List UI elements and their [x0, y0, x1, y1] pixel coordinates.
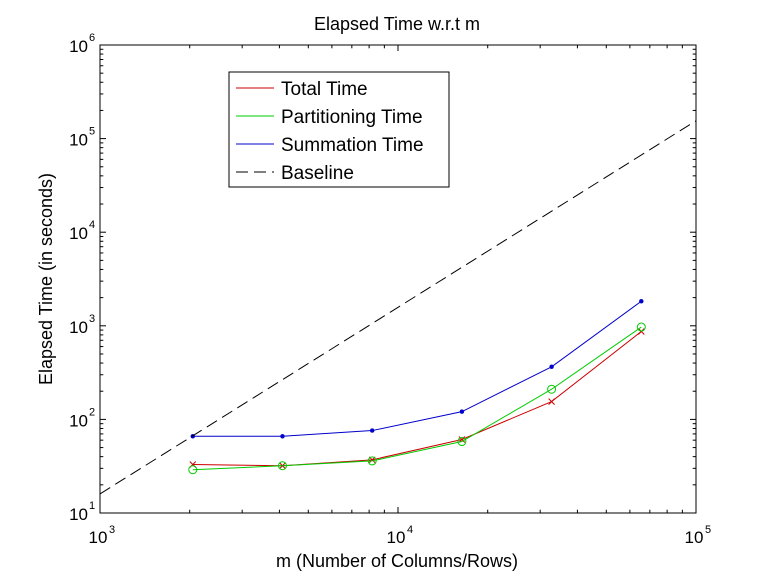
y-axis-label: Elapsed Time (in seconds) — [36, 173, 56, 385]
x-axis-label: m (Number of Columns/Rows) — [276, 551, 518, 571]
data-point-partitioning-time — [277, 461, 287, 471]
y-tick-label: 10 — [69, 411, 88, 430]
y-tick-label: 10 — [69, 224, 88, 243]
y-tick-exponent: 3 — [89, 313, 95, 325]
x-tick-label: 10 — [89, 528, 108, 547]
y-tick-label: 10 — [69, 37, 88, 56]
x-tick-label: 10 — [387, 528, 406, 547]
legend-label-total-time: Total Time — [281, 79, 368, 100]
series-line-partitioning-time — [192, 326, 642, 471]
data-point-partitioning-time — [188, 465, 198, 475]
y-tick-exponent: 4 — [89, 219, 95, 231]
series-line-total-time — [192, 331, 642, 467]
data-point-summation-time — [549, 364, 554, 370]
y-tick-label: 10 — [69, 318, 88, 337]
data-point-partitioning-time — [457, 437, 467, 447]
y-tick-exponent: 1 — [89, 500, 95, 512]
series-layer — [99, 120, 697, 495]
y-tick-label: 10 — [69, 131, 88, 150]
series-line-summation-time — [192, 300, 642, 437]
legend-label-summation-time: Summation Time — [281, 135, 424, 156]
legend-label-partitioning-time: Partitioning Time — [281, 107, 423, 128]
data-point-summation-time — [459, 409, 465, 414]
y-tick-exponent: 2 — [89, 406, 95, 418]
data-point-partitioning-time — [547, 384, 557, 394]
data-point-total-time — [548, 398, 555, 405]
x-tick-exponent: 5 — [705, 524, 711, 536]
y-tick-label: 10 — [69, 505, 88, 524]
data-point-partitioning-time — [367, 456, 377, 466]
y-tick-exponent: 5 — [89, 126, 95, 138]
legend: Total Time Partitioning Time Summation Tim… — [228, 71, 450, 188]
x-tick-exponent: 3 — [109, 524, 115, 536]
y-tick-exponent: 6 — [89, 32, 95, 44]
chart-title: Elapsed Time w.r.t m — [314, 14, 480, 34]
x-tick-label: 10 — [685, 528, 704, 547]
x-tick-exponent: 4 — [407, 524, 413, 536]
data-point-summation-time — [280, 434, 285, 439]
legend-label-baseline: Baseline — [281, 163, 354, 184]
axis-ticks: 10 3 10 4 10 510 110 210 310 410 510 6 — [69, 32, 711, 547]
data-point-summation-time — [369, 428, 375, 433]
series-line-baseline — [99, 120, 697, 495]
legend-box — [228, 71, 450, 188]
data-point-summation-time — [639, 298, 644, 304]
data-point-partitioning-time — [636, 322, 646, 332]
